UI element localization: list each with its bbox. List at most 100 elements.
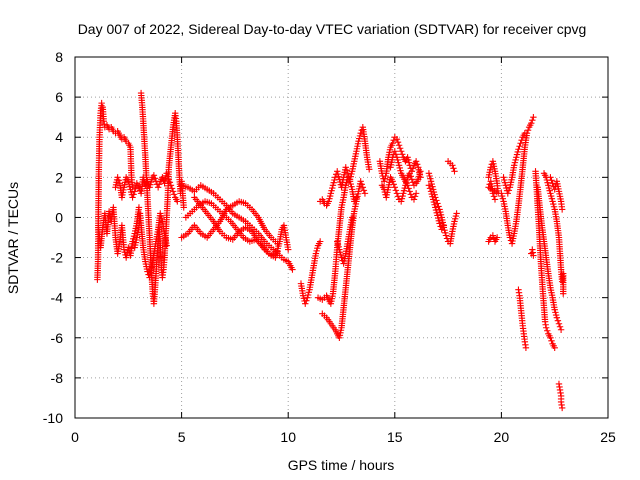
data-point <box>285 246 292 253</box>
data-point <box>413 161 421 168</box>
data-point <box>395 142 403 149</box>
data-point <box>357 130 364 137</box>
data-point <box>156 181 163 188</box>
data-point <box>489 190 497 197</box>
data-point <box>358 181 365 188</box>
axis-ticks: 0 5 10 15 20 25 -10 -8 -6 -4 -2 0 2 4 6 8 <box>43 49 616 445</box>
data-point <box>407 173 414 180</box>
data-point <box>343 167 351 174</box>
data-point <box>391 184 398 191</box>
x-tick-label: 10 <box>280 429 296 445</box>
data-point <box>551 344 558 352</box>
y-tick-label: 4 <box>55 129 63 145</box>
data-point <box>144 268 151 275</box>
data-point <box>553 314 561 321</box>
data-point <box>174 198 181 205</box>
data-point <box>560 290 567 297</box>
y-axis-label: SDTVAR / TECUs <box>5 182 21 294</box>
data-point <box>417 168 424 175</box>
x-axis-label: GPS time / hours <box>288 457 395 473</box>
data-point <box>529 116 536 124</box>
data-point <box>274 248 281 255</box>
data-point <box>544 327 551 334</box>
data-point <box>406 188 413 195</box>
data-point <box>410 196 418 203</box>
data-point <box>406 170 413 177</box>
data-point <box>393 136 401 143</box>
data-point <box>159 174 166 181</box>
data-point <box>453 210 460 217</box>
data-point <box>522 344 530 352</box>
y-tick-label: 2 <box>55 169 63 185</box>
y-tick-label: -8 <box>51 370 64 386</box>
data-point <box>489 232 497 239</box>
data-point <box>361 190 369 197</box>
data-point <box>404 182 411 189</box>
data-point <box>391 148 398 155</box>
data-point <box>557 326 565 333</box>
data-point <box>392 187 400 194</box>
data-point <box>115 177 122 184</box>
data-point <box>390 181 397 188</box>
data-point <box>344 170 352 177</box>
data-point <box>130 191 137 198</box>
data-point <box>493 234 501 241</box>
data-point <box>163 242 170 249</box>
data-point <box>426 185 434 192</box>
y-tick-label: -10 <box>43 410 63 426</box>
data-point <box>515 146 522 153</box>
data-point <box>517 140 524 147</box>
data-point <box>524 127 532 134</box>
y-tick-label: -2 <box>51 250 64 266</box>
data-point <box>407 191 414 198</box>
data-point <box>303 297 310 304</box>
data-point <box>440 222 448 229</box>
data-point <box>425 182 433 189</box>
data-point <box>389 140 396 147</box>
data-point <box>180 204 187 211</box>
data-point <box>506 234 514 241</box>
data-point <box>530 113 537 121</box>
data-point <box>518 137 525 144</box>
data-point <box>405 185 412 192</box>
grid-lines <box>75 57 608 418</box>
data-point <box>409 165 417 172</box>
data-point <box>170 191 178 198</box>
data-point <box>547 334 554 341</box>
x-tick-label: 25 <box>600 429 616 445</box>
data-point <box>98 99 105 107</box>
y-tick-label: -4 <box>51 290 64 306</box>
x-tick-label: 0 <box>71 429 79 445</box>
data-point <box>151 175 159 182</box>
data-point <box>357 178 364 185</box>
data-point <box>302 300 309 307</box>
data-point <box>558 404 566 412</box>
data-point <box>485 184 492 191</box>
data-point <box>412 158 420 165</box>
data-point <box>434 200 441 207</box>
data-point <box>436 220 443 227</box>
data-point <box>360 187 368 194</box>
data-point <box>150 172 158 179</box>
data-point <box>450 165 457 172</box>
data-point <box>504 190 511 197</box>
data-point <box>274 240 281 247</box>
data-point <box>390 137 397 144</box>
data-point <box>451 168 458 175</box>
data-point <box>366 166 373 173</box>
data-point <box>394 139 402 146</box>
y-tick-label: 6 <box>55 89 63 105</box>
y-tick-label: 8 <box>55 49 63 65</box>
data-point <box>408 176 416 183</box>
data-point <box>487 164 494 171</box>
x-tick-label: 5 <box>178 429 186 445</box>
data-point <box>348 214 356 221</box>
y-tick-label: 0 <box>55 209 63 225</box>
data-point <box>359 184 367 191</box>
data-point <box>331 174 339 181</box>
data-point <box>505 187 513 194</box>
data-point <box>449 162 456 169</box>
data-point <box>393 190 401 197</box>
data-point <box>409 179 417 186</box>
